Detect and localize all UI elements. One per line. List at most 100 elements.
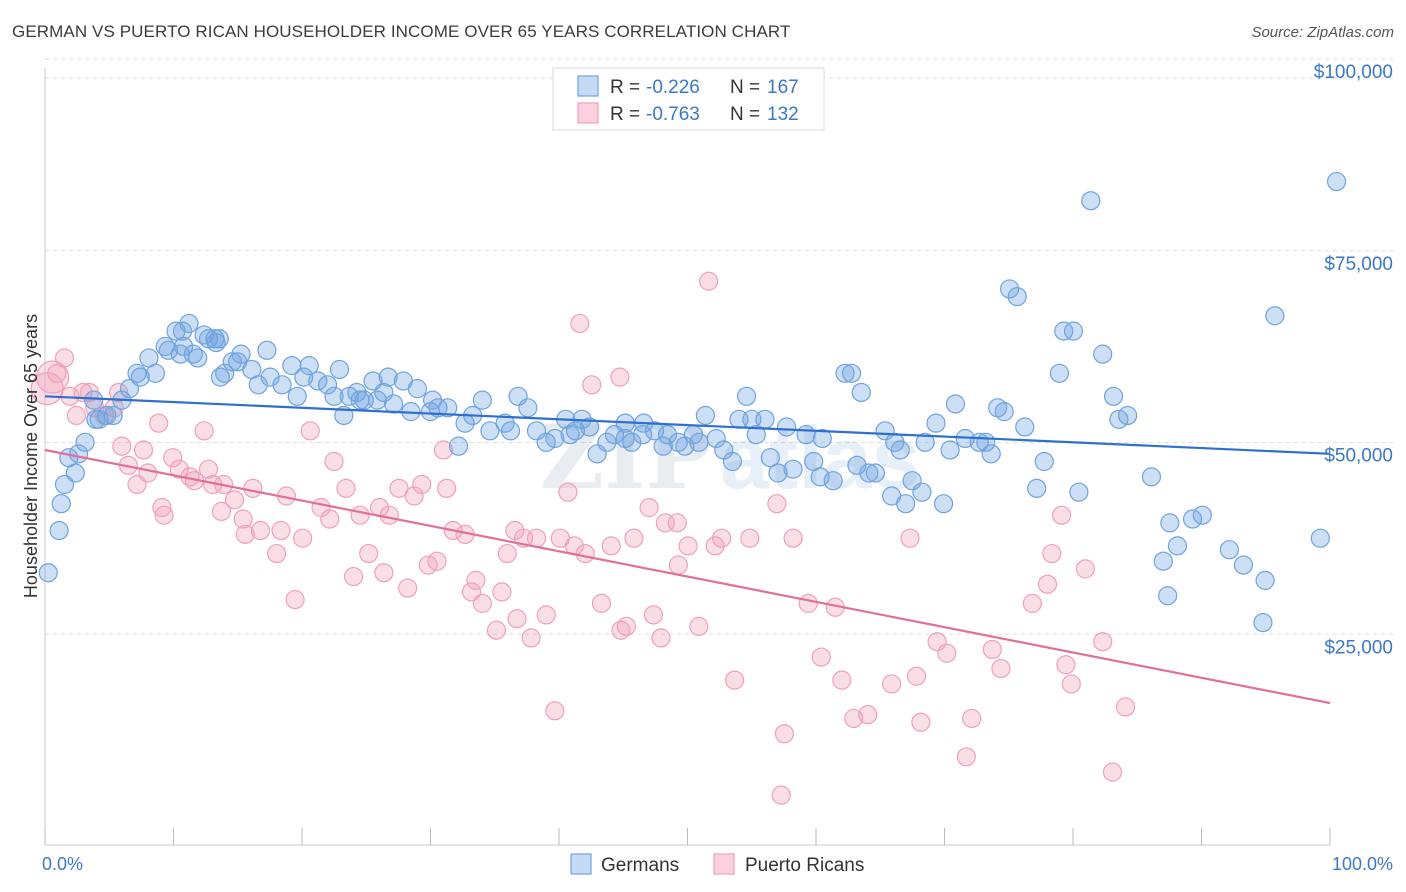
puerto-ricans-point [492,582,512,602]
y-tick-label: $100,000 [1314,62,1393,83]
germans-point [706,428,726,449]
germans-point [367,390,387,410]
germans-point [1265,306,1285,326]
watermark: ZIP atlas [540,405,921,509]
germans-point [1027,478,1047,498]
germans-point [1081,191,1101,211]
germans-point [272,375,292,395]
germans-point [1310,528,1330,548]
y-axis-label: Householder Income Over 65 years [21,314,41,598]
germans-point [1054,321,1074,341]
germans-point [324,386,344,406]
puerto-ricans-point [427,551,447,571]
bottom-legend-puerto-ricans: Puerto Ricans [745,855,864,876]
puerto-ricans-point [1075,559,1095,579]
germans-point [657,425,678,445]
germans-point [746,425,766,445]
puerto-ricans-point [667,513,687,533]
puerto-ricans-point [235,524,255,544]
germans-point [518,398,538,418]
germans-point [722,451,743,472]
puerto-ricans-point [705,536,725,556]
germans-point [1192,505,1212,525]
puerto-ricans-point [324,451,344,472]
germans-point [179,313,199,334]
germans-point [1118,405,1138,426]
puerto-ricans-point [900,528,920,548]
germans-point [51,494,71,514]
y-tick-label: $50,000 [1324,446,1393,467]
puerto-ricans-point [1037,574,1058,594]
puerto-ricans-point [336,478,356,498]
germans-point [438,398,458,418]
legend-n-label-germans: N = [730,77,760,98]
germans-point [851,382,871,403]
y-tick-labels: $25,000 $50,000 $75,000 $100,000 [1314,62,1393,658]
germans-point [1103,386,1124,406]
germans-point [768,463,788,483]
germans-point [890,440,910,460]
germans-point [841,363,862,383]
germans-point [299,356,319,376]
puerto-ricans-point [472,593,492,613]
germans-point [736,386,757,406]
germans-point [1015,417,1035,437]
germans-point [209,329,229,349]
puerto-ricans-point [783,528,803,548]
puerto-ricans-point [497,543,517,564]
y-tick-label: $75,000 [1324,254,1393,275]
puerto-ricans-point [832,670,852,690]
germans-point [1063,321,1084,341]
germans-point [1069,482,1089,502]
puerto-ricans-point [858,705,878,725]
puerto-ricans-point [398,578,418,598]
puerto-ricans-point [982,639,1002,660]
germans-point [859,463,879,483]
puerto-ricans-point [285,589,305,610]
germans-point [933,494,954,514]
puerto-ricans-point [545,701,565,721]
germans-point [354,390,374,410]
germans-point [282,356,302,376]
legend-r-value-germans: -0.226 [646,77,700,98]
puerto-ricans-point [699,271,719,291]
germans-point [915,432,935,452]
puerto-ricans-point [293,528,313,548]
puerto-ricans-point [1022,593,1042,613]
germans-point [130,367,150,387]
germans-point [248,375,268,395]
germans-point [896,494,916,514]
germans-point [172,321,193,341]
x-ticks [44,828,1331,845]
germans-point [653,436,673,456]
puerto-ricans-point [359,543,379,564]
legend-n-label-puerto-ricans: N = [730,104,760,125]
puerto-ricans-point [639,497,659,518]
puerto-ricans-point [610,367,630,387]
puerto-ricans-point [582,375,602,395]
puerto-ricans-point [611,620,631,640]
puerto-ricans-point [350,505,370,525]
puerto-ricans-point [956,747,976,767]
germans-point [407,379,428,399]
puerto-ricans-point [320,509,340,529]
germans-point [783,459,803,479]
puerto-ricans-point [570,313,590,334]
germans-point [231,344,251,364]
germans-trend-line [44,395,1331,455]
puerto-ricans-point [1051,505,1072,525]
germans-point [689,432,709,452]
puerto-ricans-point [1061,674,1081,694]
germans-point [865,463,885,483]
germans-point [75,432,95,452]
legend-swatch-germans [577,75,599,97]
puerto-ricans-point [271,520,291,541]
germans-point [1049,363,1070,383]
legend-swatch-puerto-ricans [577,102,599,124]
puerto-ricans-point [798,593,818,613]
puerto-ricans-point [906,666,927,686]
puerto-ricans-point [466,570,486,590]
legend-r-label-puerto-ricans: R = [610,104,640,125]
bottom-legend-germans: Germans [601,855,679,876]
puerto-ricans-point [962,708,982,729]
